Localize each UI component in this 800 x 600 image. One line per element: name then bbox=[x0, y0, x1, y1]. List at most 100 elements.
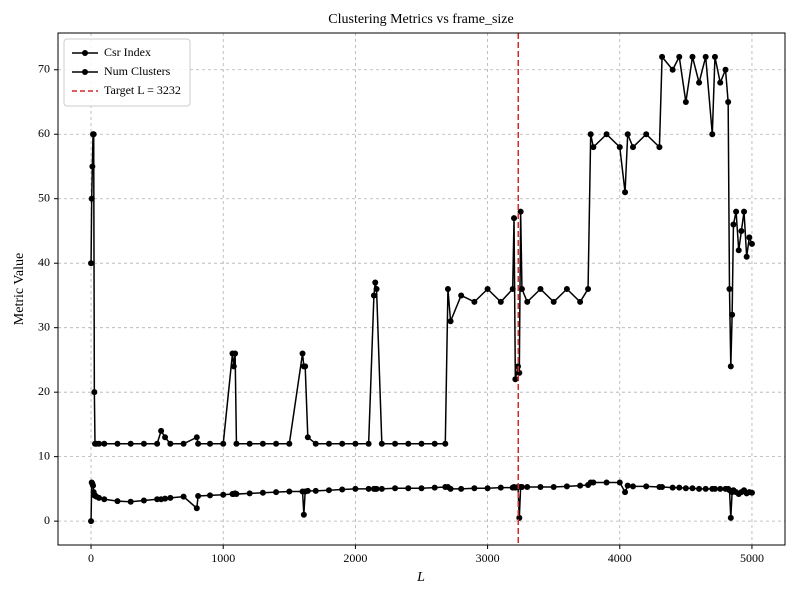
data-point bbox=[405, 440, 412, 447]
data-point bbox=[471, 298, 478, 305]
y-tick-label: 0 bbox=[44, 513, 50, 527]
data-point bbox=[471, 485, 478, 492]
data-point bbox=[516, 514, 523, 521]
data-point bbox=[365, 440, 372, 447]
data-point bbox=[585, 286, 592, 292]
data-point bbox=[717, 485, 724, 492]
data-point bbox=[743, 253, 750, 260]
data-point bbox=[659, 53, 666, 60]
data-point bbox=[162, 434, 169, 441]
data-point bbox=[431, 484, 438, 491]
data-point bbox=[603, 479, 610, 486]
data-point bbox=[273, 440, 280, 447]
data-point bbox=[517, 208, 524, 215]
plot-frame bbox=[57, 32, 786, 546]
data-point bbox=[537, 286, 544, 292]
data-point bbox=[167, 494, 174, 501]
data-point bbox=[95, 494, 102, 501]
data-point bbox=[140, 440, 147, 447]
data-point bbox=[676, 484, 683, 491]
data-point bbox=[729, 311, 736, 318]
legend-marker bbox=[82, 69, 88, 75]
data-point bbox=[444, 286, 451, 292]
data-point bbox=[378, 440, 385, 447]
data-point bbox=[484, 485, 491, 492]
data-point bbox=[246, 490, 253, 497]
data-point bbox=[193, 434, 200, 441]
legend-marker bbox=[82, 50, 88, 56]
data-point bbox=[233, 491, 240, 498]
data-point bbox=[286, 440, 293, 447]
data-point bbox=[563, 483, 570, 490]
data-point bbox=[682, 98, 689, 105]
data-point bbox=[659, 483, 666, 490]
data-point bbox=[162, 495, 169, 502]
data-point bbox=[418, 440, 425, 447]
y-tick-label: 30 bbox=[38, 319, 50, 333]
x-tick-label: 1000 bbox=[211, 551, 235, 565]
data-point bbox=[91, 389, 98, 396]
data-point bbox=[195, 492, 202, 499]
data-point bbox=[442, 440, 449, 447]
data-point bbox=[587, 131, 594, 138]
data-point bbox=[689, 485, 696, 492]
data-point bbox=[273, 489, 280, 496]
data-point bbox=[733, 208, 740, 215]
data-point bbox=[629, 483, 636, 490]
data-point bbox=[725, 98, 732, 105]
data-point bbox=[735, 247, 742, 254]
data-point bbox=[90, 131, 97, 138]
data-point bbox=[676, 53, 683, 60]
x-tick-label: 4000 bbox=[608, 551, 632, 565]
data-point bbox=[370, 292, 377, 299]
data-point bbox=[711, 485, 718, 492]
x-axis-label: L bbox=[416, 570, 425, 585]
data-point bbox=[518, 483, 525, 490]
data-point bbox=[167, 440, 174, 447]
data-point bbox=[372, 279, 379, 286]
data-point bbox=[246, 440, 253, 447]
data-point bbox=[304, 487, 311, 494]
x-tick-label: 5000 bbox=[740, 551, 764, 565]
data-point bbox=[233, 440, 240, 447]
data-point bbox=[696, 485, 703, 492]
data-point bbox=[193, 505, 200, 512]
data-point bbox=[590, 479, 597, 486]
data-point bbox=[127, 440, 134, 447]
data-point bbox=[339, 440, 346, 447]
data-point bbox=[304, 434, 311, 441]
y-tick-label: 60 bbox=[38, 126, 50, 140]
data-point bbox=[643, 483, 650, 490]
data-point bbox=[512, 376, 519, 383]
y-tick-label: 20 bbox=[38, 384, 50, 398]
data-point bbox=[590, 144, 597, 151]
data-point bbox=[524, 298, 531, 305]
data-point bbox=[516, 369, 523, 376]
data-point bbox=[696, 79, 703, 86]
data-point bbox=[180, 440, 187, 447]
data-point bbox=[577, 298, 584, 305]
data-point bbox=[484, 286, 491, 292]
y-tick-label: 40 bbox=[38, 255, 50, 269]
data-point bbox=[497, 298, 504, 305]
data-point bbox=[727, 514, 734, 521]
data-point bbox=[88, 260, 95, 267]
data-point bbox=[524, 483, 531, 490]
data-point bbox=[88, 518, 95, 525]
data-point bbox=[509, 286, 516, 292]
data-point bbox=[727, 363, 734, 370]
legend-label: Target L = 3232 bbox=[104, 83, 181, 97]
data-point bbox=[220, 440, 227, 447]
data-point bbox=[373, 485, 380, 492]
data-point bbox=[616, 144, 623, 151]
data-point bbox=[624, 131, 631, 138]
data-point bbox=[511, 215, 518, 222]
data-point bbox=[339, 486, 346, 493]
data-point bbox=[458, 485, 465, 492]
data-point bbox=[643, 131, 650, 138]
data-point bbox=[669, 484, 676, 491]
data-point bbox=[447, 485, 454, 492]
data-point bbox=[702, 53, 709, 60]
data-point bbox=[518, 286, 525, 292]
data-point bbox=[726, 286, 733, 292]
